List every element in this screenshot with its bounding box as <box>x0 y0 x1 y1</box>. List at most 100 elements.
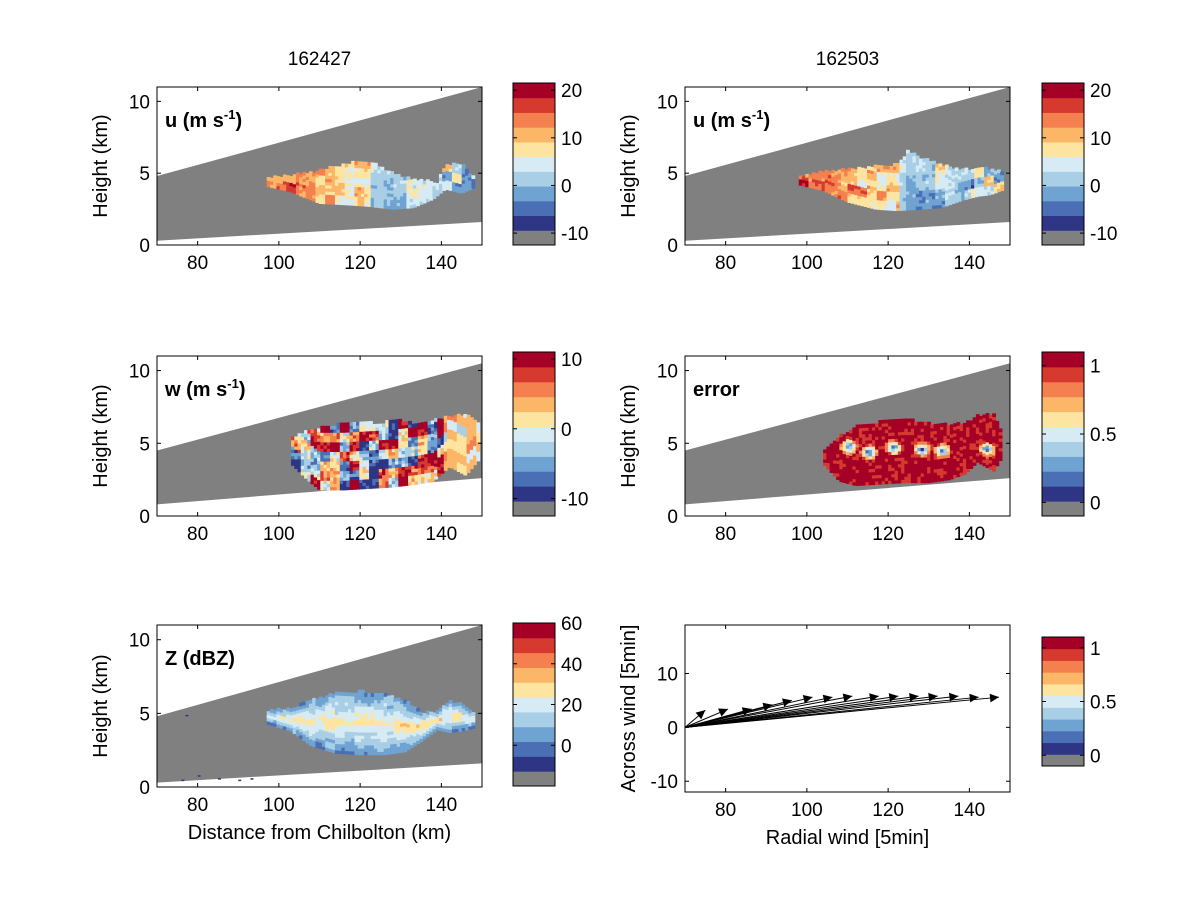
colorbar-tick-label: -10 <box>561 224 588 245</box>
x-tick-label: 140 <box>426 795 458 816</box>
x-tick-label: 120 <box>344 795 376 816</box>
colorbar-tick-label: 0 <box>1090 493 1101 514</box>
y-tick-label: 10 <box>657 92 678 113</box>
colorbar-tick-label: 0.5 <box>1090 693 1116 714</box>
colorbar-tick-label: 0 <box>1090 176 1101 197</box>
colorbar: 10 0 -10 <box>512 350 588 517</box>
panel-title: 162503 <box>816 49 879 70</box>
x-tick-label: 140 <box>954 253 986 274</box>
colorbar-tick-label: 40 <box>561 655 582 676</box>
x-tick-label: 140 <box>954 800 986 821</box>
echo-field <box>291 413 481 491</box>
wind-arrow <box>684 692 959 728</box>
colorbar: 20 10 0 -10 <box>512 81 588 246</box>
colorbar-tick-label: 10 <box>561 129 582 150</box>
y-tick-label: 5 <box>139 434 150 455</box>
colorbar-tick-label: 1 <box>1090 357 1101 378</box>
panel-label: w (m s-1) <box>164 376 245 401</box>
y-tick-label: 0 <box>139 236 150 257</box>
y-tick-label: 0 <box>667 236 678 257</box>
echo-field <box>823 413 1003 486</box>
colorbar-tick-label: 60 <box>561 614 582 635</box>
y-tick-label: 5 <box>667 434 678 455</box>
colorbar-tick-label: 20 <box>561 696 582 717</box>
x-tick-label: 120 <box>344 253 376 274</box>
echo-field <box>181 689 476 782</box>
colorbar: 20 10 0 -10 <box>1041 81 1117 246</box>
wind-arrow <box>684 708 729 728</box>
wind-arrow <box>684 709 706 728</box>
y-tick-label: 5 <box>667 164 678 185</box>
colorbar: 10.50 <box>1041 351 1116 517</box>
wind-arrow <box>684 693 853 728</box>
colorbar-tick-label: 0 <box>561 736 572 757</box>
y-axis-label: Height (km) <box>618 114 640 217</box>
y-tick-label: 10 <box>129 631 150 652</box>
panel-title: 162427 <box>288 49 351 70</box>
y-axis-label: Height (km) <box>90 384 112 487</box>
y-axis-label: Height (km) <box>90 114 112 217</box>
y-tick-label: 0 <box>139 778 150 799</box>
colorbar-tick-label: 0 <box>561 176 572 197</box>
wind-arrow <box>684 695 813 728</box>
y-axis-label: Height (km) <box>90 654 112 757</box>
panel-label: error <box>693 379 740 401</box>
x-tick-label: 120 <box>872 800 904 821</box>
echo-field <box>798 149 1005 212</box>
x-tick-label: 100 <box>263 253 295 274</box>
panel-label: Z (dBZ) <box>165 648 235 670</box>
y-tick-label: 10 <box>657 664 678 685</box>
x-tick-label: 140 <box>426 524 458 545</box>
panel-label: u (m s-1) <box>165 107 242 132</box>
wind-arrows <box>684 692 1000 728</box>
colorbar-tick-label: -10 <box>1090 224 1117 245</box>
y-tick-label: 10 <box>657 362 678 383</box>
x-tick-label: 140 <box>954 524 986 545</box>
y-tick-label: 0 <box>667 507 678 528</box>
wind-arrow <box>684 693 1000 728</box>
x-tick-label: 100 <box>263 795 295 816</box>
colorbar-tick-label: 0 <box>561 420 572 441</box>
echo-field <box>266 160 476 210</box>
x-tick-label: 80 <box>715 524 736 545</box>
colorbar-tick-label: 10 <box>1090 129 1111 150</box>
x-tick-label: 80 <box>715 253 736 274</box>
colorbar: 60 40 20 0 <box>512 614 582 787</box>
colorbar: 10.50 <box>1041 636 1116 767</box>
x-tick-label: 120 <box>344 524 376 545</box>
x-tick-label: 80 <box>187 524 208 545</box>
panel-z-left: Z (dBZ) 80 100 120 140 0 5 10 Height (km) Distanc… <box>90 614 582 844</box>
y-tick-label: 5 <box>139 704 150 725</box>
colorbar-tick-label: 0.5 <box>1090 425 1116 446</box>
y-tick-label: 0 <box>139 507 150 528</box>
y-tick-label: 10 <box>129 362 150 383</box>
y-tick-label: 10 <box>129 92 150 113</box>
x-tick-label: 80 <box>187 795 208 816</box>
colorbar-tick-label: -10 <box>561 490 588 511</box>
x-tick-label: 100 <box>791 253 823 274</box>
y-tick-label: 5 <box>139 164 150 185</box>
x-tick-label: 80 <box>715 800 736 821</box>
x-tick-label: 80 <box>187 253 208 274</box>
y-tick-label: 0 <box>667 718 678 739</box>
x-axis-label: Distance from Chilbolton (km) <box>188 822 451 844</box>
x-tick-label: 100 <box>791 524 823 545</box>
x-axis-label: Radial wind [5min] <box>766 827 929 849</box>
x-tick-label: 120 <box>872 253 904 274</box>
colorbar-tick-label: 0 <box>1090 746 1101 767</box>
colorbar-tick-label: 20 <box>561 81 582 102</box>
x-tick-label: 100 <box>263 524 295 545</box>
y-axis-label: Height (km) <box>618 384 640 487</box>
x-tick-label: 100 <box>791 800 823 821</box>
x-tick-label: 120 <box>872 524 904 545</box>
y-axis-label: Across wind [5min] <box>618 625 640 793</box>
x-tick-label: 140 <box>426 253 458 274</box>
colorbar-tick-label: 1 <box>1090 639 1101 660</box>
panel-label: u (m s-1) <box>693 107 770 132</box>
